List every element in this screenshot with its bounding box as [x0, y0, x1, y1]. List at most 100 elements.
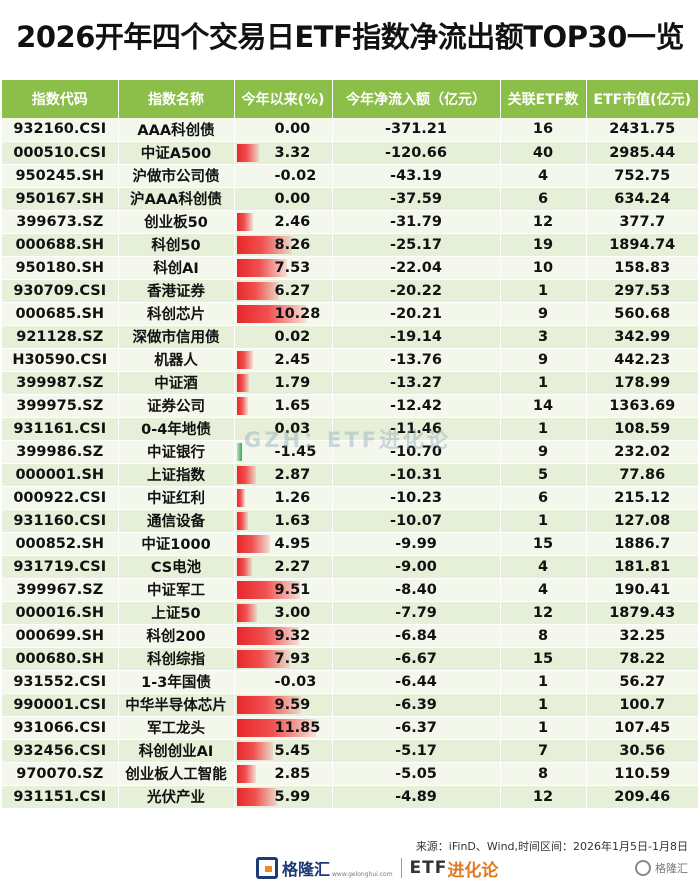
ytd-value: 1.26 [274, 489, 311, 506]
cell-net-inflow: -10.23 [332, 486, 501, 510]
cell-net-inflow: -11.46 [332, 417, 501, 441]
cell-net-inflow: -9.99 [332, 532, 501, 556]
cell-index-code: 930709.CSI [2, 279, 119, 303]
cell-etf-count: 9 [500, 348, 587, 372]
ytd-value: 3.00 [274, 604, 311, 621]
cell-index-name: 0-4年地债 [118, 417, 235, 441]
ytd-value: 1.65 [274, 397, 311, 414]
cell-index-name: 创业板50 [118, 210, 235, 234]
cell-ytd-return: 11.85 [234, 716, 333, 740]
cell-index-code: 970070.SZ [2, 762, 119, 786]
cell-ytd-return: 7.53 [234, 256, 333, 280]
cell-index-name: 沪做市公司债 [118, 164, 235, 188]
ytd-bar-positive [236, 718, 316, 737]
cell-net-inflow: -5.05 [332, 762, 501, 786]
cell-net-inflow: -120.66 [332, 141, 501, 165]
cell-index-code: 931719.CSI [2, 555, 119, 579]
ytd-bar-positive [236, 281, 279, 300]
cell-index-code: 399967.SZ [2, 578, 119, 602]
ytd-value: 0.00 [274, 190, 311, 207]
cell-net-inflow: -43.19 [332, 164, 501, 188]
table-row: 399986.SZ 中证银行 -1.45 -10.70 9 232.02 [2, 440, 698, 464]
ytd-bar-positive [236, 787, 277, 806]
cell-etf-market-cap: 181.81 [586, 555, 698, 579]
cell-net-inflow: -13.76 [332, 348, 501, 372]
ytd-bar-positive [236, 258, 287, 277]
cell-index-name: 科创50 [118, 233, 235, 257]
table-row: 000922.CSI 中证红利 1.26 -10.23 6 215.12 [2, 486, 698, 510]
cell-etf-count: 4 [500, 578, 587, 602]
cell-etf-count: 12 [500, 785, 587, 809]
cell-etf-count: 16 [500, 118, 587, 142]
header-ytd-return: 今年以来(%) [234, 80, 333, 118]
cell-ytd-return: -0.02 [234, 164, 333, 188]
table-row: 399987.SZ 中证酒 1.79 -13.27 1 178.99 [2, 371, 698, 395]
cell-ytd-return: 0.00 [234, 187, 333, 211]
cell-net-inflow: -6.67 [332, 647, 501, 671]
cell-index-name: 科创200 [118, 624, 235, 648]
cell-etf-count: 3 [500, 325, 587, 349]
cell-index-code: 000688.SH [2, 233, 119, 257]
cell-etf-market-cap: 2985.44 [586, 141, 698, 165]
cell-net-inflow: -4.89 [332, 785, 501, 809]
cell-ytd-return: 8.26 [234, 233, 333, 257]
cell-etf-market-cap: 297.53 [586, 279, 698, 303]
cell-index-name: 科创芯片 [118, 302, 235, 326]
cell-etf-count: 9 [500, 302, 587, 326]
cell-etf-count: 1 [500, 509, 587, 533]
table-row: 950245.SH 沪做市公司债 -0.02 -43.19 4 752.75 [2, 164, 698, 188]
cell-etf-count: 14 [500, 394, 587, 418]
cell-index-name: 创业板人工智能 [118, 762, 235, 786]
cell-index-code: 950180.SH [2, 256, 119, 280]
cell-ytd-return: 1.79 [234, 371, 333, 395]
table-row: 000688.SH 科创50 8.26 -25.17 19 1894.74 [2, 233, 698, 257]
cell-net-inflow: -8.40 [332, 578, 501, 602]
cell-index-code: 399673.SZ [2, 210, 119, 234]
table-row: 399967.SZ 中证军工 9.51 -8.40 4 190.41 [2, 578, 698, 602]
cell-etf-count: 1 [500, 716, 587, 740]
cell-net-inflow: -12.42 [332, 394, 501, 418]
cell-ytd-return: 2.46 [234, 210, 333, 234]
cell-ytd-return: 2.45 [234, 348, 333, 372]
ytd-bar-positive [236, 511, 248, 530]
ytd-value: 5.45 [274, 742, 311, 759]
ytd-value: 2.85 [274, 765, 311, 782]
gelonghui-g-icon [256, 857, 278, 879]
table-row: 931066.CSI 军工龙头 11.85 -6.37 1 107.45 [2, 716, 698, 740]
cell-index-code: 932160.CSI [2, 118, 119, 142]
cell-etf-market-cap: 30.56 [586, 739, 698, 763]
header-etf-count: 关联ETF数 [500, 80, 587, 118]
cell-index-name: 中证军工 [118, 578, 235, 602]
ytd-bar-positive [236, 373, 249, 392]
ytd-value: 5.99 [274, 788, 311, 805]
corner-watermark-label: 格隆汇 [655, 862, 688, 875]
ytd-bar-positive [236, 350, 253, 369]
cell-net-inflow: -19.14 [332, 325, 501, 349]
ytd-value: 2.87 [274, 466, 311, 483]
cell-index-code: 990001.CSI [2, 693, 119, 717]
cell-etf-count: 10 [500, 256, 587, 280]
cell-index-code: 000922.CSI [2, 486, 119, 510]
cell-index-code: 399986.SZ [2, 440, 119, 464]
cell-index-code: 000016.SH [2, 601, 119, 625]
table-row: 000510.CSI 中证A500 3.32 -120.66 40 2985.44 [2, 141, 698, 165]
cell-ytd-return: 6.27 [234, 279, 333, 303]
ytd-value: 4.95 [274, 535, 311, 552]
cell-etf-market-cap: 78.22 [586, 647, 698, 671]
cell-etf-market-cap: 178.99 [586, 371, 698, 395]
cell-index-code: 399987.SZ [2, 371, 119, 395]
cell-etf-count: 5 [500, 463, 587, 487]
ytd-value: 2.45 [274, 351, 311, 368]
cell-index-code: 399975.SZ [2, 394, 119, 418]
cell-index-name: 沪AAA科创债 [118, 187, 235, 211]
ytd-value: -1.45 [274, 443, 317, 460]
cell-etf-market-cap: 752.75 [586, 164, 698, 188]
cell-index-code: 950245.SH [2, 164, 119, 188]
table-row: 000016.SH 上证50 3.00 -7.79 12 1879.43 [2, 601, 698, 625]
cell-index-code: 931552.CSI [2, 670, 119, 694]
etf-outflow-table: 指数代码 指数名称 今年以来(%) 今年净流入额（亿元） 关联ETF数 ETF市… [2, 80, 698, 809]
ytd-value: 0.02 [274, 328, 311, 345]
cell-etf-market-cap: 1363.69 [586, 394, 698, 418]
ytd-bar-positive [236, 557, 252, 576]
cell-index-code: 000699.SH [2, 624, 119, 648]
